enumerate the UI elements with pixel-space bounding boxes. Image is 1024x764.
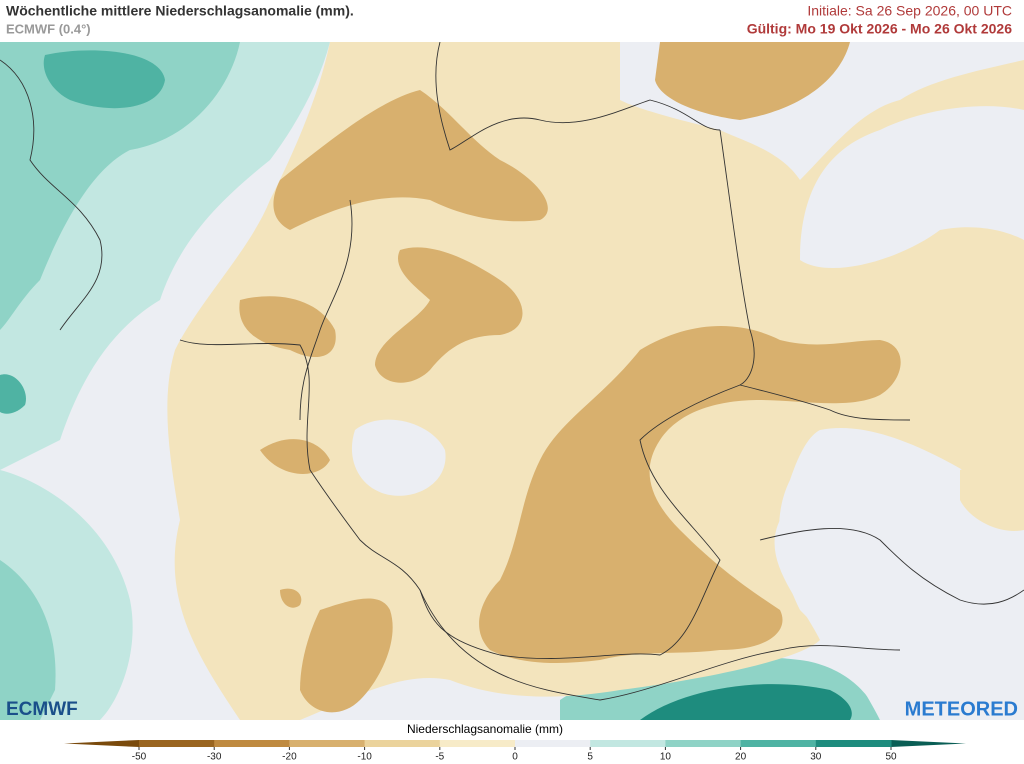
dry-area — [655, 42, 850, 120]
colorbar-segment — [665, 740, 742, 747]
wet-area — [0, 42, 240, 330]
valid-time: Gültig: Mo 19 Okt 2026 - Mo 26 Okt 2026 — [747, 21, 1013, 37]
neutral-area — [351, 419, 446, 496]
colorbar-tick-label: -20 — [282, 752, 297, 763]
coastline — [435, 41, 721, 151]
dry-area — [280, 588, 302, 608]
colorbar-segment — [439, 740, 516, 747]
dry-area — [167, 42, 1024, 720]
meteored-logo: METEORED — [905, 698, 1018, 720]
border-line — [299, 199, 353, 421]
colorbar-segment — [740, 740, 817, 747]
dry-area — [239, 296, 336, 358]
colorbar-tick-label: -10 — [357, 752, 372, 763]
colorbar-segment — [139, 740, 215, 747]
colorbar-tick-label: 50 — [885, 752, 897, 763]
coastline — [0, 59, 103, 331]
border-line — [179, 339, 911, 659]
dry-area — [260, 439, 330, 474]
colorbar-extension — [64, 740, 139, 747]
colorbar-segment — [289, 740, 366, 747]
colorbar-tick-label: 5 — [587, 752, 593, 763]
dry-area — [300, 598, 393, 713]
dry-area — [960, 465, 1024, 531]
colorbar-label: Niederschlagsanomalie (mm) — [407, 722, 563, 736]
dry-area — [479, 326, 901, 663]
colorbar-extension — [891, 740, 966, 747]
initial-time: Initiale: Sa 26 Sep 2026, 00 UTC — [807, 3, 1012, 19]
dry-area — [273, 90, 548, 230]
colorbar-tick-label: -30 — [207, 752, 222, 763]
colorbar-segment — [590, 740, 666, 747]
header-bar — [0, 0, 1024, 42]
colorbar-tick-label: -5 — [435, 752, 444, 763]
border-line — [719, 129, 755, 386]
borders — [0, 41, 1024, 701]
colorbar-tick-label: -50 — [132, 752, 147, 763]
wet-area — [0, 374, 26, 414]
colorbar-label-box — [402, 721, 568, 738]
map — [0, 41, 1024, 720]
dry-area — [375, 247, 523, 383]
wet-area — [0, 560, 56, 720]
ecmwf-logo: ECMWF — [6, 699, 78, 720]
colorbar-tick-label: 0 — [512, 752, 518, 763]
colorbar-tick-label: 30 — [810, 752, 822, 763]
colorbar-segment — [515, 740, 591, 747]
colorbar-tick-label: 10 — [660, 752, 672, 763]
colorbar-tick-label: 20 — [735, 752, 747, 763]
colorbar-segment — [815, 740, 892, 747]
border-line — [419, 589, 901, 701]
colorbar-segment — [214, 740, 290, 747]
colorbar-segment — [364, 740, 441, 747]
wet-area — [640, 684, 852, 720]
wet-area — [43, 50, 165, 109]
border-line — [759, 528, 1024, 605]
model-label: ECMWF (0.4°) — [6, 21, 91, 36]
title: Wöchentliche mittlere Niederschlagsanoma… — [6, 3, 354, 19]
